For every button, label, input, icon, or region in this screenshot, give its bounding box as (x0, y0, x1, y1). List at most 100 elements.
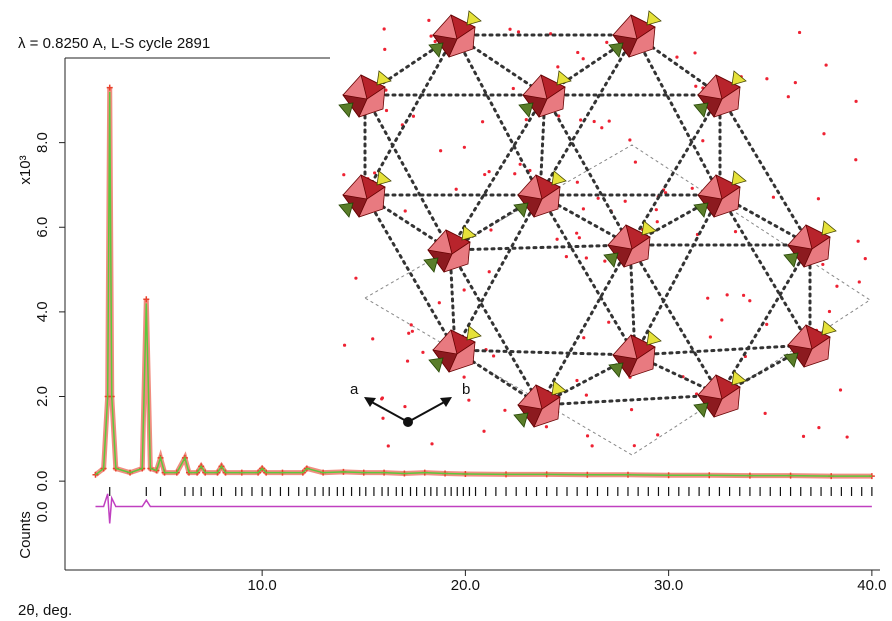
guest-dot (586, 434, 589, 437)
chart-title: λ = 0.8250 A, L-S cycle 2891 (18, 35, 210, 52)
guest-dot (591, 444, 594, 447)
guest-dot (383, 48, 386, 51)
guest-dot (576, 51, 579, 54)
guest-dot (802, 435, 805, 438)
x-tick-label: 20.0 (451, 577, 480, 594)
guest-dot (411, 330, 414, 333)
guest-dot (854, 158, 857, 161)
guest-dot (410, 323, 413, 326)
guest-dot (656, 433, 659, 436)
guest-dot (403, 405, 406, 408)
y-tick-label: 0.0 (34, 471, 51, 492)
guest-dot (628, 138, 631, 141)
guest-dot (354, 277, 357, 280)
guest-dot (519, 163, 522, 166)
guest-dot (798, 31, 801, 34)
guest-dot (430, 442, 433, 445)
guest-dot (828, 310, 831, 313)
guest-dot (575, 232, 578, 235)
guest-dot (835, 285, 838, 288)
guest-dot (575, 379, 578, 382)
y-tick-label: 6.0 (34, 217, 51, 238)
guest-dot (656, 220, 659, 223)
guest-dot (624, 200, 627, 203)
guest-dot (578, 236, 581, 239)
guest-dot (489, 228, 492, 231)
guest-dot (720, 318, 723, 321)
guest-dot (607, 321, 610, 324)
guest-dot (603, 260, 606, 263)
guest-dot (513, 172, 516, 175)
guest-dot (463, 146, 466, 149)
guest-dot (576, 181, 579, 184)
guest-dot (512, 87, 515, 90)
guest-dot (748, 299, 751, 302)
y-tick-label: 4.0 (34, 301, 51, 322)
guest-dot (822, 132, 825, 135)
x-axis-label: 2θ, deg. (18, 602, 72, 619)
guest-dot (343, 344, 346, 347)
guest-dot (846, 435, 849, 438)
guest-dot (463, 288, 466, 291)
guest-dot (381, 417, 384, 420)
guest-dot (556, 65, 559, 68)
guest-dot (481, 120, 484, 123)
guest-dot (412, 115, 415, 118)
guest-dot (857, 240, 860, 243)
guest-dot (772, 196, 775, 199)
guest-dot (726, 293, 729, 296)
x-tick-label: 10.0 (248, 577, 277, 594)
guest-dot (764, 412, 767, 415)
guest-dot (585, 393, 588, 396)
guest-dot (582, 336, 585, 339)
guest-dot (517, 30, 520, 33)
guest-dot (508, 28, 511, 31)
y-scale-label: x10³ (17, 155, 34, 184)
y-tick-label: 8.0 (34, 132, 51, 153)
guest-dot (734, 230, 737, 233)
guest-dot (585, 256, 588, 259)
guest-dot (427, 19, 430, 22)
guest-dot (600, 126, 603, 129)
guest-dot (854, 100, 857, 103)
guest-dot (742, 294, 745, 297)
guest-dot (483, 173, 486, 176)
guest-dot (503, 409, 506, 412)
guest-dot (765, 323, 768, 326)
guest-dot (387, 444, 390, 447)
axis-origin (403, 417, 413, 427)
x-tick-label: 30.0 (654, 577, 683, 594)
difference-zero-label: 0.0 (34, 502, 51, 523)
guest-dot (694, 85, 697, 88)
guest-dot (434, 40, 437, 43)
inset-a-label: a (350, 381, 359, 398)
inset-structure (330, 0, 892, 462)
difference-line (95, 494, 871, 524)
guest-dot (693, 51, 696, 54)
x-tick-label: 40.0 (857, 577, 886, 594)
y-axis-label: Counts (17, 511, 34, 559)
guest-dot (593, 120, 596, 123)
guest-dot (706, 297, 709, 300)
guest-dot (525, 118, 528, 121)
guest-dot (371, 337, 374, 340)
guest-dot (406, 359, 409, 362)
guest-dot (675, 56, 678, 59)
guest-dot (579, 118, 582, 121)
guest-dot (839, 388, 842, 391)
guest-dot (421, 351, 424, 354)
guest-dot (404, 209, 407, 212)
guest-dot (655, 208, 658, 211)
guest-dot (825, 63, 828, 66)
guest-dot (858, 280, 861, 283)
guest-dot (630, 408, 633, 411)
page: λ = 0.8250 A, L-S cycle 2891 x10³ Counts… (0, 0, 892, 621)
guest-dot (817, 426, 820, 429)
guest-dot (439, 149, 442, 152)
guest-dot (482, 430, 485, 433)
guest-dot (608, 119, 611, 122)
guest-dot (765, 77, 768, 80)
guest-dot (545, 425, 548, 428)
guest-dot (463, 376, 466, 379)
guest-dot (582, 57, 585, 60)
